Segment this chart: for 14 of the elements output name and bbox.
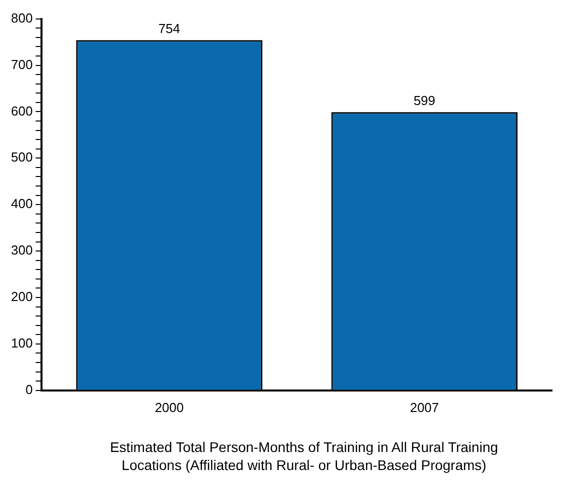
data-label: 754 [158, 21, 180, 36]
y-tick-label: 0 [25, 382, 33, 397]
y-tick-label: 700 [10, 56, 33, 72]
y-tick-label: 500 [10, 150, 33, 165]
y-tick-label: 100 [10, 336, 33, 351]
y-tick-label: 400 [10, 196, 33, 212]
x-tick-label: 2007 [410, 400, 439, 415]
data-label: 599 [414, 93, 436, 108]
y-tick-label: 800 [10, 10, 33, 26]
y-tick-label: 200 [10, 289, 33, 304]
x-tick-label: 2000 [154, 400, 184, 415]
y-tick-label: 300 [10, 242, 33, 258]
x-axis-title: Estimated Total Person-Months of Training in All Rural Training Locations (Affiliated with Rural- or Urban-Based Programs) [108, 438, 500, 474]
y-tick-label: 600 [10, 103, 33, 118]
